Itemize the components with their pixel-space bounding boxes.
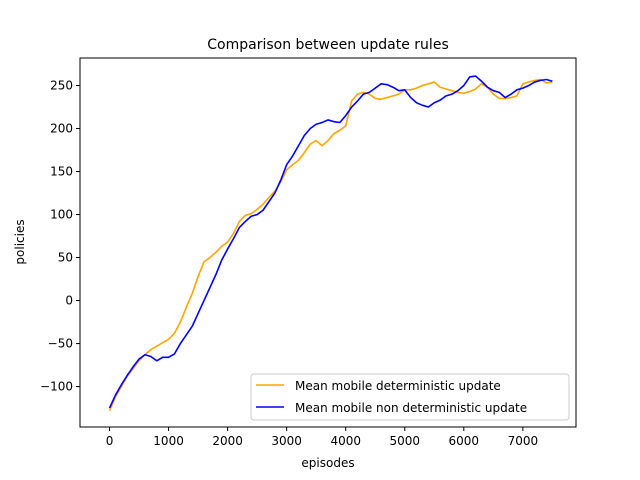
chart-title: Comparison between update rules	[207, 37, 448, 53]
y-axis-label: policies	[13, 219, 27, 264]
x-axis-label: episodes	[301, 456, 354, 470]
x-axis-ticks: 0 1000 2000 3000 4000 5000 6000 7000	[106, 427, 538, 448]
series-line-0	[108, 78, 553, 411]
y-tick-label: 0	[65, 294, 73, 308]
y-tick-label: 200	[50, 122, 73, 136]
series-layer	[108, 75, 553, 411]
y-tick-label: 250	[50, 79, 73, 93]
legend: Mean mobile deterministic update Mean mo…	[250, 373, 570, 421]
x-tick-label: 5000	[389, 434, 420, 448]
series-line-1	[108, 75, 553, 409]
x-tick-label: 1000	[153, 434, 184, 448]
legend-label-non-deterministic: Mean mobile non deterministic update	[295, 401, 527, 415]
y-axis-ticks: −100 −50 0 50 100 150 200 250	[40, 79, 80, 394]
x-tick-label: 0	[106, 434, 114, 448]
plot-frame	[79, 57, 577, 428]
y-tick-label: −100	[40, 380, 73, 394]
legend-label-deterministic: Mean mobile deterministic update	[295, 379, 501, 393]
y-tick-label: −50	[48, 337, 73, 351]
x-tick-label: 3000	[271, 434, 302, 448]
x-tick-label: 2000	[212, 434, 243, 448]
y-tick-label: 150	[50, 165, 73, 179]
y-tick-label: 50	[58, 251, 73, 265]
x-tick-label: 7000	[508, 434, 539, 448]
x-tick-label: 6000	[449, 434, 480, 448]
legend-box	[250, 373, 570, 421]
x-tick-label: 4000	[330, 434, 361, 448]
y-tick-label: 100	[50, 208, 73, 222]
